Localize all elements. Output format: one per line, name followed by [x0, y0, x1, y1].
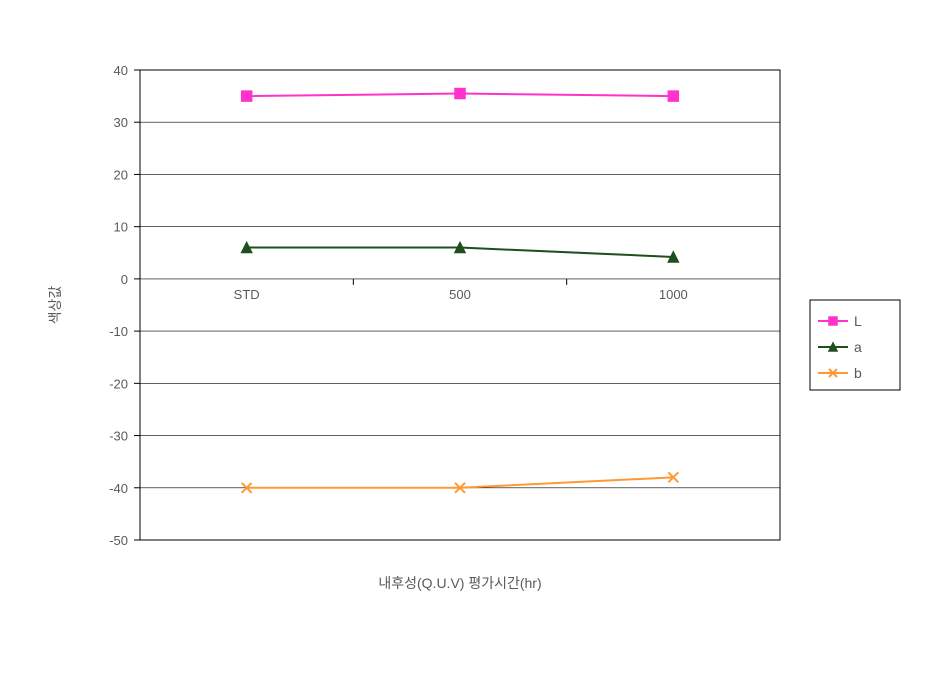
x-axis-label: 내후성(Q.U.V) 평가시간(hr) — [378, 575, 541, 591]
y-tick-label: -50 — [109, 533, 128, 548]
y-tick-label: 10 — [114, 220, 128, 235]
y-tick-label: 40 — [114, 63, 128, 78]
legend-label: L — [854, 313, 862, 329]
y-tick-label: 30 — [114, 115, 128, 130]
chart-container: -50 -40 -30 -20 -10 0 10 20 30 40 STD 500 1000 색상값내후성… — [0, 0, 950, 677]
y-tick-label: 20 — [114, 167, 128, 182]
x-tick-label: 500 — [449, 287, 471, 302]
marker-square — [668, 91, 678, 101]
x-tick-label: STD — [234, 287, 260, 302]
y-tick-label: -40 — [109, 481, 128, 496]
marker-square — [242, 91, 252, 101]
marker-square — [455, 89, 465, 99]
y-tick-label: -10 — [109, 324, 128, 339]
chart-svg: -50 -40 -30 -20 -10 0 10 20 30 40 STD 500 1000 색상값내후성… — [0, 0, 950, 677]
y-tick-label: -30 — [109, 429, 128, 444]
legend-label: b — [854, 365, 862, 381]
x-tick-label: 1000 — [659, 287, 688, 302]
marker-square — [829, 317, 837, 325]
y-tick-label: -20 — [109, 376, 128, 391]
legend-label: a — [854, 339, 862, 355]
y-axis-label: 색상값 — [47, 286, 63, 325]
y-tick-label: 0 — [121, 272, 128, 287]
